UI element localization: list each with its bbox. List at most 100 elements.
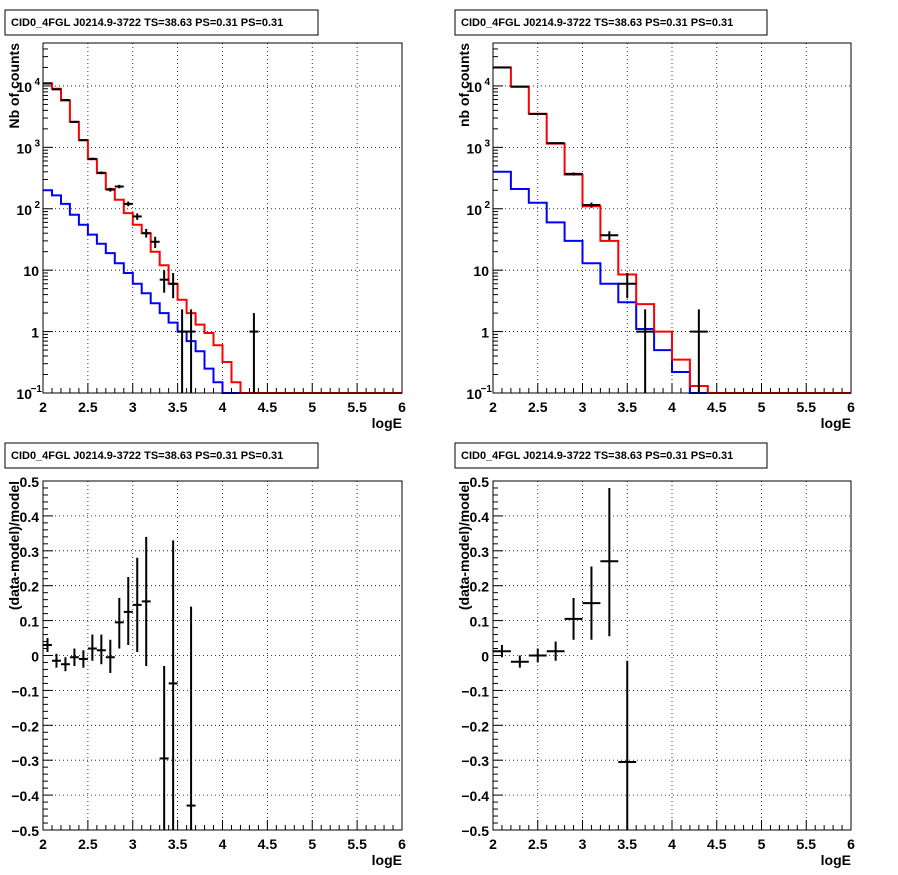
data-point	[141, 536, 151, 666]
chart-title-box	[454, 9, 768, 36]
data-point	[60, 657, 70, 672]
x-tick-label: 2	[489, 399, 497, 415]
y-tick-label: −0.4	[11, 788, 39, 804]
data-point	[132, 557, 142, 653]
data-point	[493, 66, 511, 69]
plot-frame	[42, 42, 403, 394]
x-tick-label: 6	[398, 399, 406, 415]
y-tick-label: 10	[466, 79, 482, 95]
y-tick-label: 10	[466, 140, 482, 156]
y-axis-title: nb of counts	[456, 43, 472, 127]
x-tick-label: 3.5	[618, 399, 638, 415]
x-tick-label: 5.5	[347, 836, 367, 852]
y-tick-label: 0.1	[20, 614, 40, 630]
data-point	[105, 639, 115, 673]
y-tick-label: −0.5	[461, 823, 489, 839]
data-point	[168, 272, 178, 299]
chart-panel-2: CID0_4FGL J0214.9-3722 TS=38.63 PS=0.31 …	[454, 9, 855, 431]
y-tick-exponent: −1	[31, 384, 43, 395]
x-tick-label: 3	[579, 836, 587, 852]
x-tick-label: 2	[489, 836, 497, 852]
y-tick-label: 0.3	[20, 544, 40, 560]
data-point	[177, 309, 187, 393]
y-tick-label: −0.3	[461, 753, 489, 769]
x-tick-label: 2.5	[528, 399, 548, 415]
y-tick-label: 0.3	[470, 544, 490, 560]
y-tick-label: 10	[473, 263, 489, 279]
y-tick-label: 0.2	[470, 579, 490, 595]
y-tick-label: 0.5	[470, 474, 490, 490]
data-point	[114, 184, 124, 189]
data-point	[510, 655, 529, 668]
y-tick-label: −0.2	[461, 718, 489, 734]
x-tick-label: 2	[39, 836, 47, 852]
x-tick-label: 2.5	[78, 399, 98, 415]
chart-title: CID0_4FGL J0214.9-3722 TS=38.63 PS=0.31 …	[461, 17, 733, 29]
y-tick-label: −0.5	[11, 823, 39, 839]
x-axis-title: logE	[821, 852, 851, 868]
data-point	[123, 201, 133, 207]
data-point	[636, 309, 655, 393]
y-tick-exponent: 2	[34, 200, 40, 211]
y-tick-exponent: 2	[484, 200, 490, 211]
data-point	[78, 650, 88, 668]
data-point	[493, 645, 511, 658]
y-tick-label: 10	[16, 386, 32, 402]
y-tick-label: −0.2	[11, 718, 39, 734]
x-tick-label: 5.5	[347, 399, 367, 415]
x-tick-label: 3.5	[618, 836, 638, 852]
x-tick-label: 3.5	[168, 836, 188, 852]
data-point	[87, 157, 97, 160]
x-tick-label: 4.5	[707, 836, 727, 852]
plot-frame	[42, 480, 403, 831]
y-tick-label: −0.3	[11, 753, 39, 769]
y-tick-label: −0.4	[461, 788, 489, 804]
chart-title-box	[454, 442, 768, 469]
data-point	[600, 231, 619, 240]
y-axis-title: (data-model)/model	[456, 481, 472, 610]
y-tick-exponent: −1	[481, 384, 493, 395]
y-tick-exponent: 4	[34, 77, 40, 88]
data-point	[96, 171, 106, 175]
y-tick-exponent: 4	[484, 77, 490, 88]
y-tick-exponent: 3	[484, 138, 490, 149]
y-tick-label: 10	[23, 263, 39, 279]
x-axis-title: logE	[372, 852, 402, 868]
data-point	[546, 142, 565, 145]
x-tick-label: 3	[129, 399, 137, 415]
data-point	[528, 648, 547, 663]
data-point	[689, 309, 708, 393]
x-tick-label: 3	[579, 399, 587, 415]
y-tick-label: 0.2	[20, 579, 40, 595]
data-point	[132, 213, 142, 220]
x-tick-label: 6	[847, 836, 855, 852]
data-point	[123, 576, 133, 646]
data-point	[186, 309, 196, 393]
plot-frame	[492, 42, 852, 394]
data-point	[78, 139, 88, 142]
data-point	[186, 606, 196, 830]
chart-title: CID0_4FGL J0214.9-3722 TS=38.63 PS=0.31 …	[461, 450, 733, 462]
chart-panel-3: CID0_4FGL J0214.9-3722 TS=38.63 PS=0.31 …	[4, 442, 406, 868]
data-point	[69, 120, 79, 123]
data-point	[618, 272, 637, 299]
chart-panel-1: CID0_4FGL J0214.9-3722 TS=38.63 PS=0.31 …	[4, 9, 406, 431]
x-tick-label: 4	[219, 399, 227, 415]
data-point	[87, 634, 97, 661]
data-point	[43, 638, 52, 653]
y-axis-title: (data-model)/model	[6, 481, 22, 610]
x-tick-label: 6	[847, 399, 855, 415]
x-tick-label: 3	[129, 836, 137, 852]
x-tick-label: 5	[758, 836, 766, 852]
y-tick-label: −0.1	[461, 683, 489, 699]
y-tick-label: 10	[466, 386, 482, 402]
chart-title-box	[4, 9, 319, 36]
x-tick-label: 4	[668, 836, 676, 852]
x-tick-label: 6	[398, 836, 406, 852]
data-point	[159, 665, 169, 830]
data-point	[528, 112, 547, 115]
y-tick-label: −0.1	[11, 683, 39, 699]
data-point	[618, 660, 637, 830]
data-point	[582, 202, 601, 208]
